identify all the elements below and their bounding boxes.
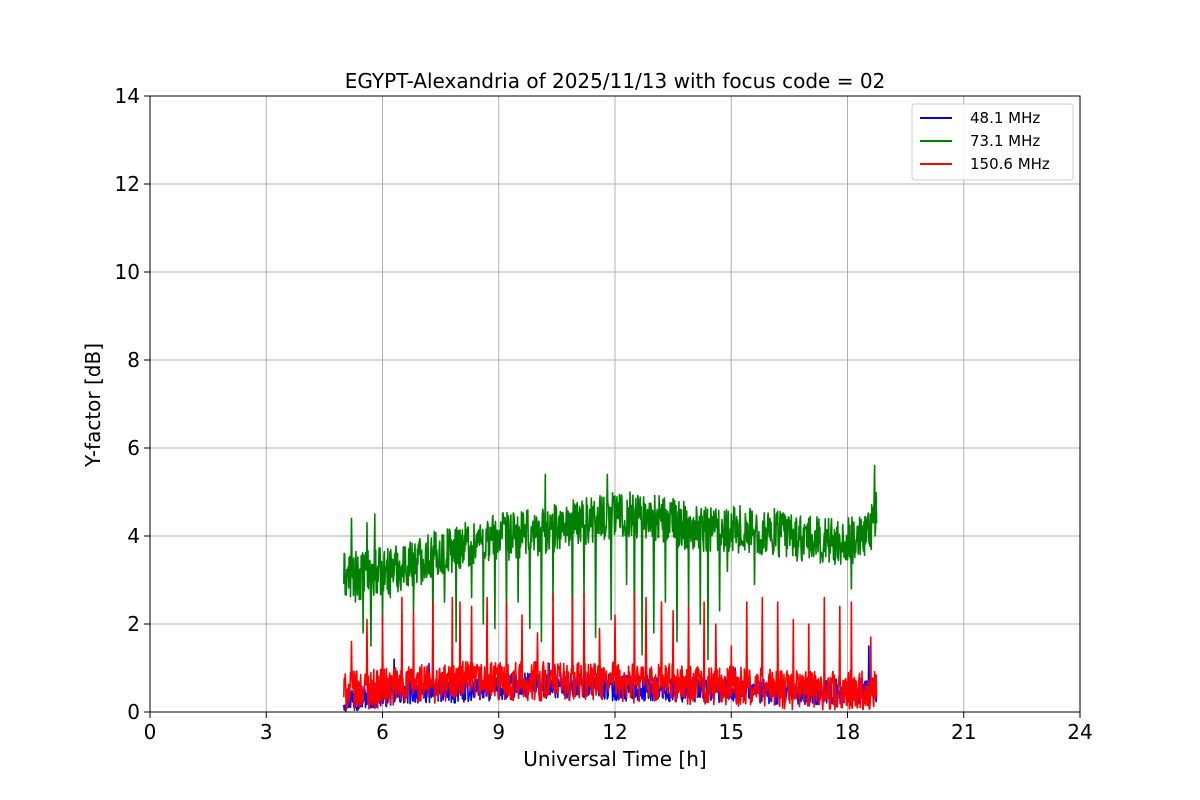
- legend-box: [911, 103, 1074, 181]
- x-axis-label: Universal Time [h]: [523, 747, 706, 771]
- chart-title: EGYPT-Alexandria of 2025/11/13 with focu…: [345, 69, 886, 93]
- x-tick-label: 24: [1067, 720, 1092, 744]
- x-tick-label: 21: [951, 720, 976, 744]
- series-line: [343, 592, 878, 711]
- y-axis-label: Y-factor [dB]: [81, 343, 105, 468]
- x-tick-label: 12: [602, 720, 627, 744]
- x-tick-label: 3: [260, 720, 273, 744]
- y-tick-label: 14: [115, 84, 140, 108]
- x-tick-label: 6: [376, 720, 389, 744]
- plot-area: [343, 464, 878, 712]
- x-tick-label: 18: [835, 720, 860, 744]
- legend: 48.1 MHz 73.1 MHz 150.6 MHz: [911, 103, 1074, 181]
- x-tick-label: 9: [492, 720, 505, 744]
- y-tick-label: 8: [127, 348, 140, 372]
- y-tick-label: 10: [115, 260, 140, 284]
- x-tick-label: 15: [719, 720, 744, 744]
- y-tick-label: 6: [127, 436, 140, 460]
- legend-label: 150.6 MHz: [970, 155, 1050, 173]
- legend-label: 73.1 MHz: [970, 132, 1040, 150]
- y-tick-label: 4: [127, 524, 140, 548]
- y-tick-label: 0: [127, 700, 140, 724]
- y-tick-label: 12: [115, 172, 140, 196]
- legend-label: 48.1 MHz: [970, 109, 1040, 127]
- y-tick-label: 2: [127, 612, 140, 636]
- x-tick-label: 0: [144, 720, 157, 744]
- series-line: [343, 464, 878, 660]
